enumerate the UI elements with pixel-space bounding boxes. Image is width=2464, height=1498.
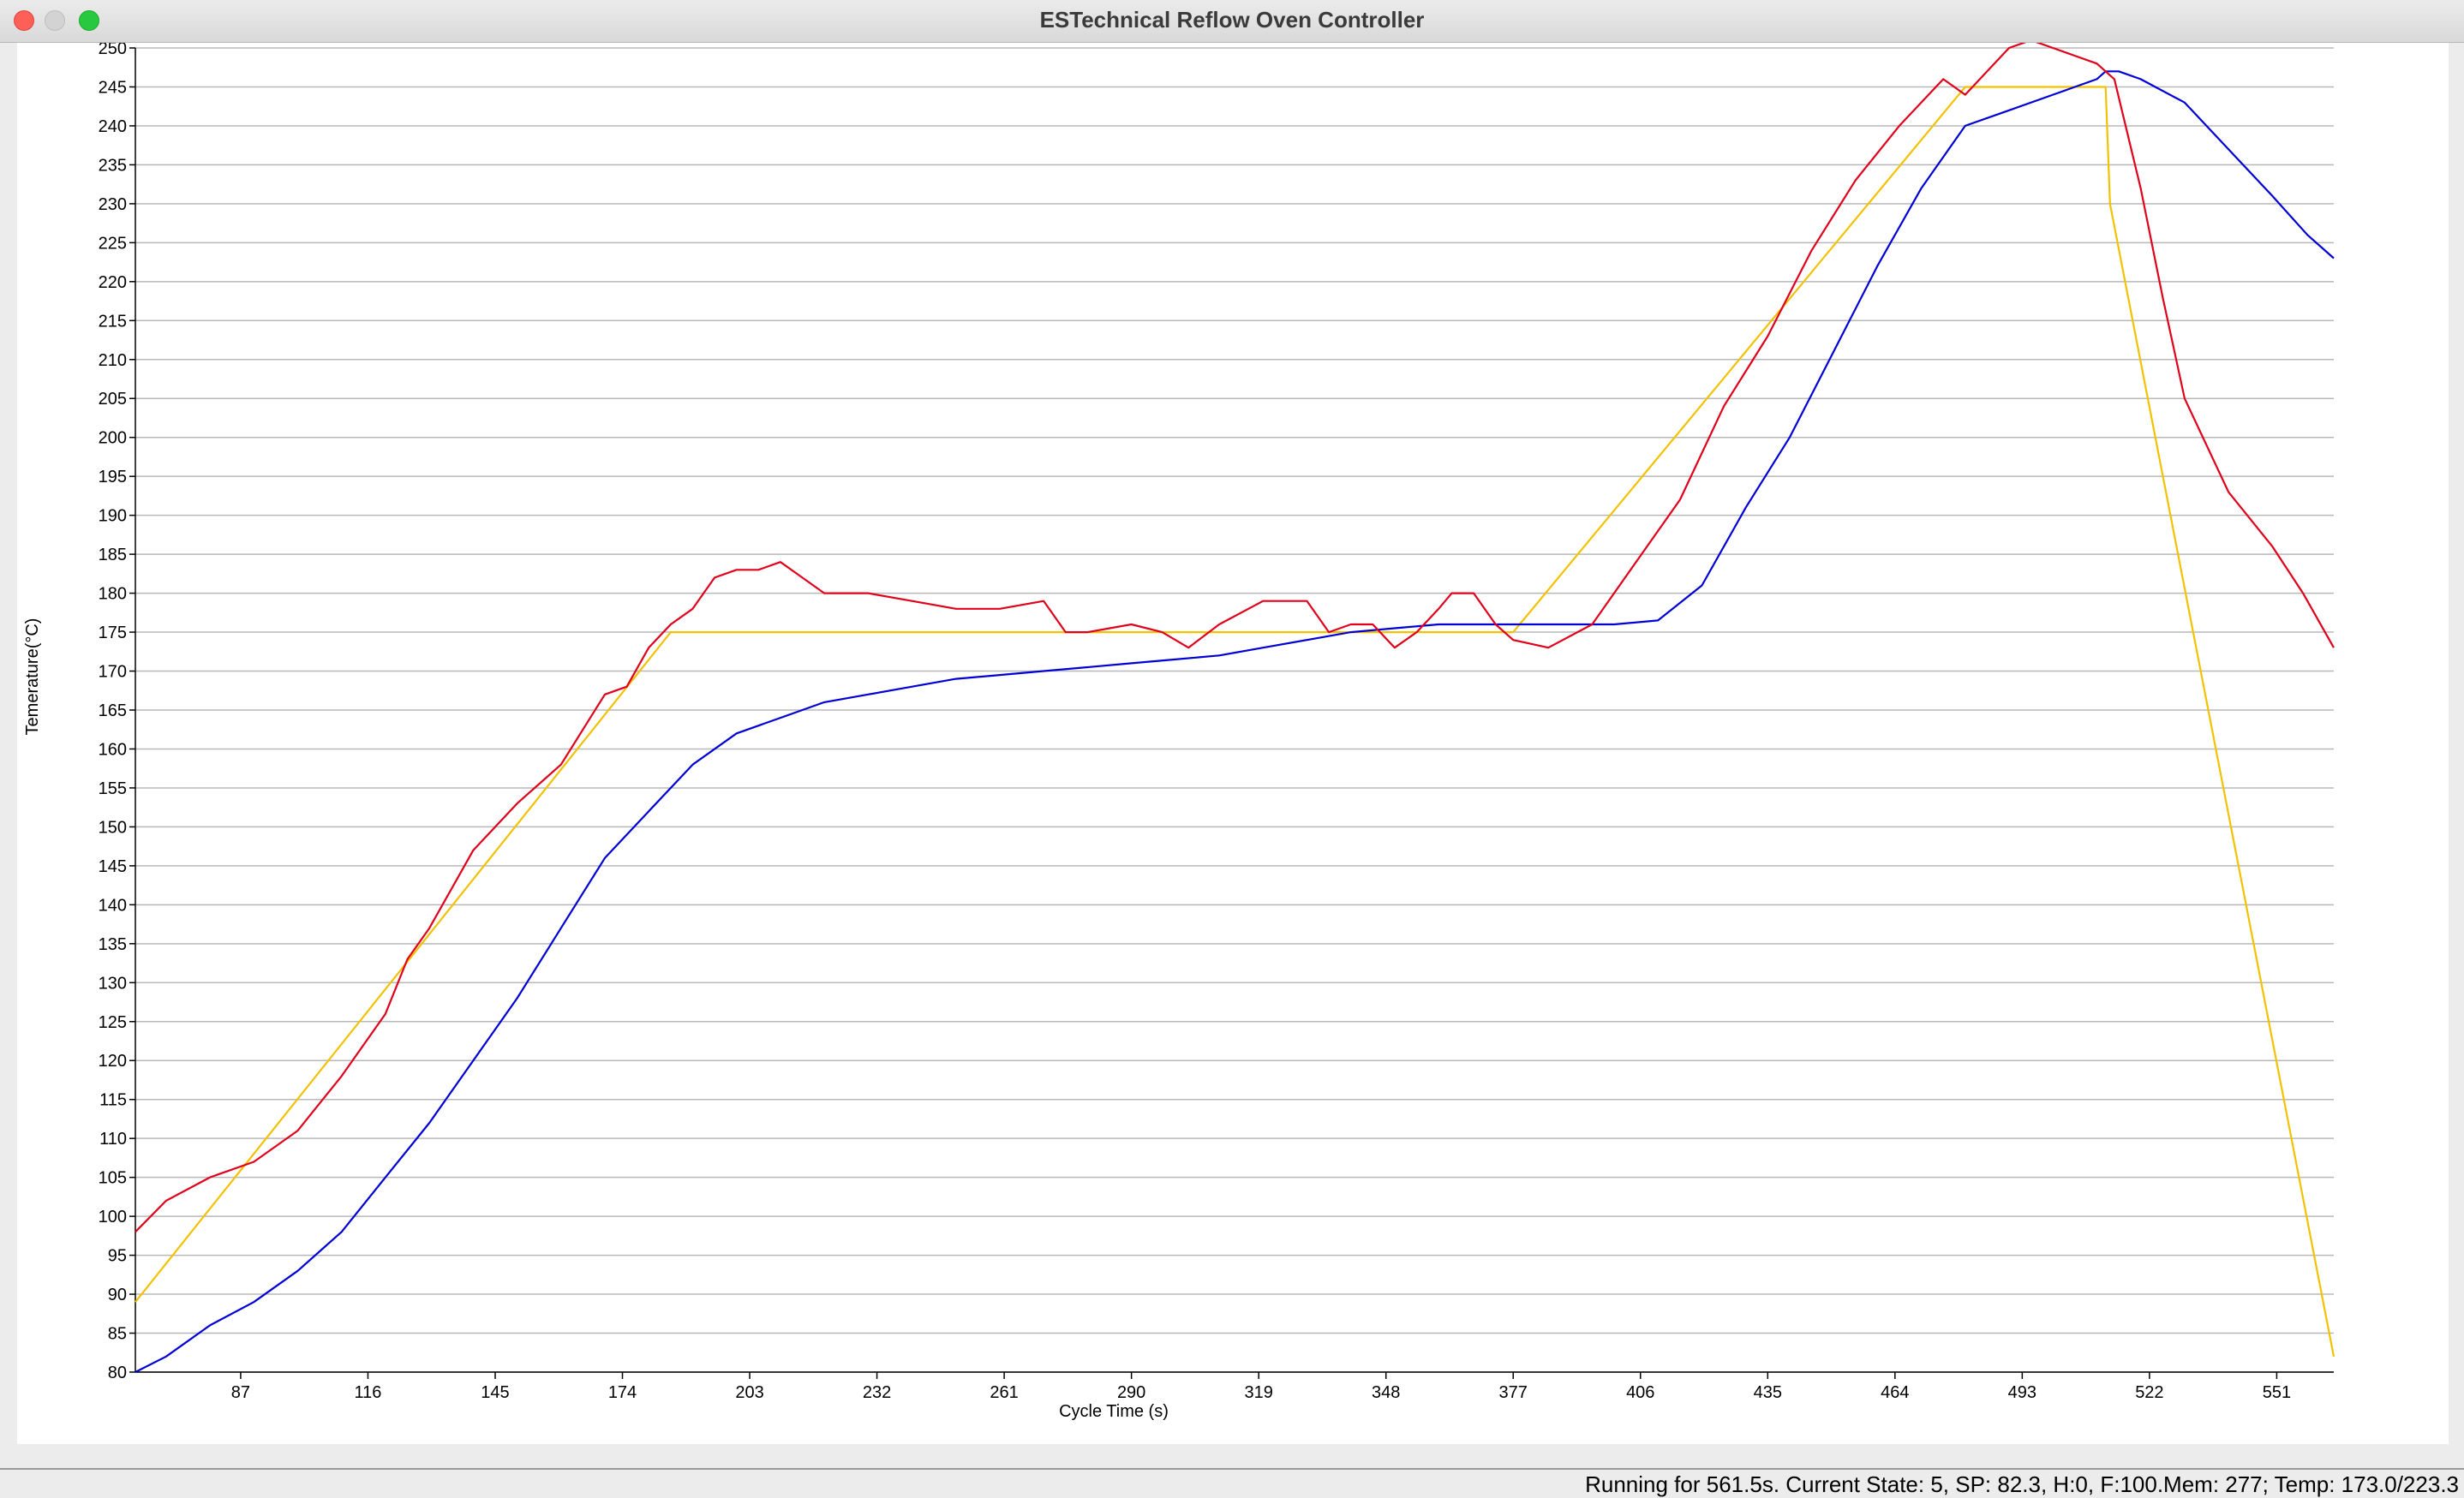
x-tick-label: 116	[355, 1383, 382, 1402]
title-bar: ESTechnical Reflow Oven Controller	[0, 0, 2464, 43]
x-tick-label: 435	[1754, 1383, 1782, 1402]
series-line-board-temperature	[135, 70, 2335, 1373]
minimize-window-button[interactable]	[45, 10, 65, 31]
y-tick-label: 210	[99, 351, 127, 370]
series-lines	[135, 43, 2335, 1373]
y-tick-label: 165	[99, 701, 127, 720]
series-line-set-point	[135, 86, 2335, 1358]
x-tick-label: 290	[1117, 1383, 1145, 1402]
y-tick-label: 150	[99, 818, 127, 837]
axis-labels: Cycle Time (s) Temerature(°C)	[23, 618, 1169, 1421]
y-tick-label: 180	[99, 585, 127, 604]
y-tick-label: 175	[99, 624, 127, 642]
x-tick-label: 406	[1626, 1383, 1654, 1402]
x-tick-label: 174	[608, 1383, 637, 1402]
y-tick-label: 135	[99, 935, 127, 954]
y-tick-label: 90	[108, 1286, 127, 1304]
grid-lines	[135, 47, 2334, 1373]
close-window-button[interactable]	[14, 10, 34, 31]
status-bar: Running for 561.5s. Current State: 5, SP…	[0, 1468, 2464, 1497]
y-tick-label: 145	[99, 857, 127, 876]
y-tick-label: 115	[99, 1091, 127, 1110]
x-tick-label: 464	[1881, 1383, 1909, 1402]
maximize-window-button[interactable]	[79, 10, 99, 31]
y-tick-label: 225	[99, 234, 127, 253]
y-tick-label: 230	[99, 195, 127, 214]
y-tick-label: 160	[99, 740, 127, 759]
y-tick-label: 195	[99, 468, 127, 486]
y-tick-label: 105	[99, 1169, 127, 1188]
y-tick-label: 245	[99, 78, 127, 97]
y-tick-label: 215	[99, 312, 127, 331]
x-tick-label: 522	[2135, 1383, 2163, 1402]
y-tick-label: 130	[99, 974, 127, 993]
y-tick-label: 125	[99, 1013, 127, 1032]
y-tick-label: 200	[99, 429, 127, 448]
y-tick-label: 85	[108, 1325, 127, 1344]
y-axis-label: Temerature(°C)	[23, 618, 42, 736]
y-tick-label: 240	[99, 117, 127, 136]
x-tick-label: 232	[863, 1383, 891, 1402]
x-tick-label: 377	[1499, 1383, 1528, 1402]
y-tick-label: 110	[99, 1130, 127, 1149]
temperature-chart: 80 85 90 95 100 105 110 115 120 125 130 135 140 145 15…	[23, 43, 2335, 1421]
x-tick-label: 493	[2008, 1383, 2036, 1402]
y-tick-label: 250	[99, 43, 127, 58]
window-title: ESTechnical Reflow Oven Controller	[1039, 7, 1425, 33]
x-tick-label: 348	[1372, 1383, 1400, 1402]
x-tick-label: 203	[735, 1383, 763, 1402]
x-axis-label: Cycle Time (s)	[1059, 1402, 1169, 1421]
y-tick-label: 185	[99, 546, 127, 564]
x-tick-label: 319	[1244, 1383, 1272, 1402]
y-tick-label: 205	[99, 390, 127, 409]
axes: 80 85 90 95 100 105 110 115 120 125 130 135 140 145 15…	[99, 43, 2334, 1402]
y-tick-label: 190	[99, 507, 127, 526]
x-tick-label: 261	[990, 1383, 1018, 1402]
y-tick-label: 170	[99, 663, 127, 682]
y-tick-label: 235	[99, 156, 127, 175]
y-tick-label: 155	[99, 779, 127, 798]
x-tick-label: 551	[2263, 1383, 2291, 1402]
chart-panel: 80 85 90 95 100 105 110 115 120 125 130 135 140 145 15…	[17, 43, 2449, 1487]
x-tick-label: 87	[231, 1383, 250, 1402]
y-tick-label: 95	[108, 1247, 127, 1266]
y-tick-label: 100	[99, 1208, 127, 1226]
y-tick-label: 120	[99, 1052, 127, 1071]
y-tick-label: 140	[99, 896, 127, 915]
y-tick-label: 220	[99, 273, 127, 292]
status-text: Running for 561.5s. Current State: 5, SP…	[1585, 1471, 2459, 1497]
y-tick-label: 80	[108, 1364, 127, 1382]
series-line-oven-temperature	[135, 43, 2335, 1233]
x-tick-label: 145	[481, 1383, 509, 1402]
